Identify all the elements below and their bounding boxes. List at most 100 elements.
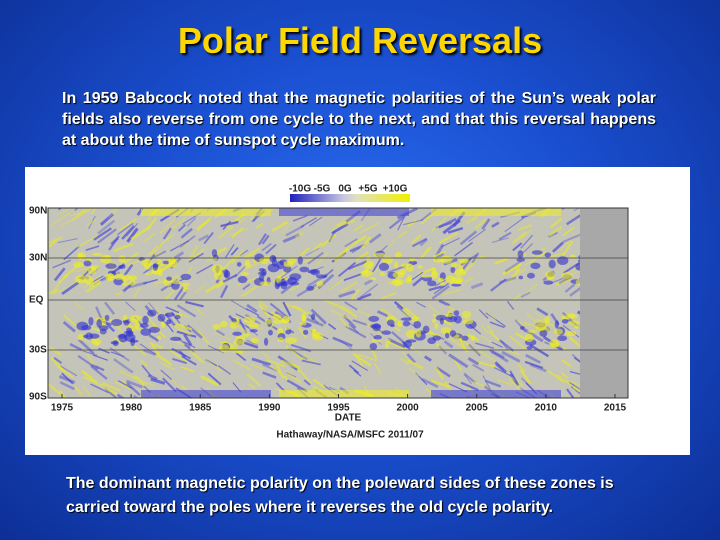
streak: [178, 350, 187, 359]
streak: [51, 281, 61, 294]
streak: [69, 209, 91, 217]
streak: [339, 281, 358, 294]
streak: [282, 233, 300, 243]
active-region: [434, 323, 439, 329]
active-region: [121, 282, 130, 286]
streak: [60, 215, 80, 228]
active-region: [212, 324, 222, 330]
streak: [566, 379, 580, 387]
streak: [509, 370, 519, 385]
active-region: [280, 319, 290, 324]
streak: [498, 276, 517, 284]
streak: [52, 259, 72, 269]
active-region: [174, 314, 181, 320]
active-region: [461, 310, 472, 319]
streak: [91, 363, 105, 372]
streak: [62, 320, 76, 333]
streak: [219, 285, 229, 299]
streak: [495, 363, 505, 372]
streak: [126, 222, 139, 237]
active-region: [281, 278, 286, 286]
active-region: [142, 315, 149, 325]
streak: [569, 286, 580, 297]
streak: [162, 227, 172, 240]
streak: [171, 378, 180, 388]
streak: [516, 319, 527, 328]
streak: [399, 357, 410, 366]
streak: [407, 219, 417, 228]
streak: [554, 277, 571, 287]
streak: [198, 234, 209, 242]
streak: [143, 278, 158, 285]
streak: [519, 369, 532, 385]
active-region: [427, 280, 437, 287]
streak: [180, 366, 195, 373]
streak: [255, 223, 264, 229]
streak: [478, 309, 489, 319]
active-region: [297, 256, 303, 265]
active-region: [531, 250, 543, 255]
streak: [506, 300, 515, 311]
streak: [490, 278, 507, 292]
active-region: [567, 313, 575, 318]
streak: [524, 360, 544, 370]
streak: [261, 242, 272, 252]
streak: [113, 337, 124, 346]
active-region: [575, 278, 580, 286]
streak: [77, 354, 99, 371]
active-region: [373, 335, 382, 340]
active-region: [220, 320, 228, 328]
streak: [448, 353, 469, 369]
streak: [491, 237, 509, 243]
streak: [186, 217, 197, 227]
active-region: [302, 329, 309, 335]
active-region: [394, 261, 399, 269]
active-region: [182, 285, 189, 293]
active-region: [450, 262, 458, 268]
streak: [393, 300, 404, 310]
streak: [309, 216, 323, 227]
active-region: [169, 336, 182, 341]
streak: [566, 388, 575, 398]
streak: [388, 215, 406, 230]
streak: [529, 343, 550, 358]
x-axis-label: DATE: [335, 413, 362, 424]
streak: [525, 353, 541, 364]
streak: [261, 234, 270, 245]
active-region: [264, 318, 273, 325]
streak: [51, 289, 65, 295]
streak: [207, 372, 222, 386]
streak: [361, 236, 372, 249]
streak: [466, 342, 480, 355]
streak: [242, 283, 251, 291]
active-region: [575, 263, 580, 271]
active-region: [166, 319, 172, 325]
active-region: [517, 250, 524, 259]
x-tick-label: 1990: [258, 403, 281, 414]
streak: [89, 364, 108, 380]
active-region: [171, 280, 182, 285]
streak: [545, 368, 564, 382]
streak: [246, 372, 262, 387]
streak: [517, 223, 533, 231]
active-region: [561, 272, 573, 280]
streak: [419, 246, 432, 260]
streak: [125, 301, 136, 312]
polar-field: [431, 208, 561, 216]
streak: [300, 217, 318, 228]
streak: [98, 347, 110, 354]
streak: [180, 227, 193, 239]
streak: [320, 233, 337, 248]
streak: [121, 225, 135, 240]
active-region: [306, 285, 315, 291]
streak: [552, 241, 564, 253]
streak: [121, 251, 140, 266]
streak: [343, 273, 363, 282]
streak: [292, 305, 309, 315]
active-region: [87, 266, 97, 275]
streak: [237, 277, 257, 286]
streak: [573, 356, 580, 363]
active-region: [437, 277, 445, 282]
streak: [148, 334, 160, 342]
active-region: [117, 334, 127, 339]
